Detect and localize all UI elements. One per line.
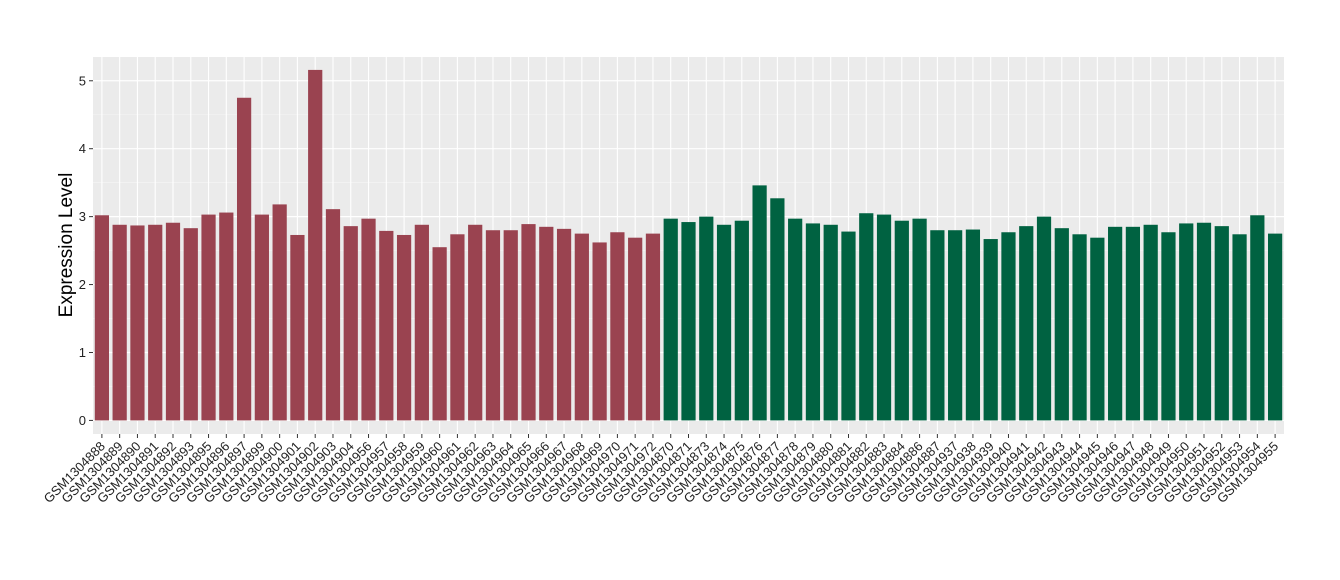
bar-GSM1304966 [539, 226, 554, 421]
bar-GSM1304970 [610, 232, 625, 421]
bar-GSM1304961 [450, 234, 465, 421]
bar-GSM1304878 [788, 218, 803, 421]
bar-GSM1304893 [183, 228, 198, 421]
y-axis-title: Expression Level [56, 173, 77, 318]
y-tick-label: 1 [79, 345, 86, 360]
bar-GSM1304953 [1232, 234, 1247, 421]
bar-GSM1304967 [556, 228, 572, 421]
bar-GSM1304939 [983, 239, 998, 421]
bar-GSM1304902 [308, 69, 323, 421]
bar-GSM1304877 [770, 198, 785, 421]
bar-GSM1304883 [876, 214, 892, 421]
bar-GSM1304949 [1161, 232, 1176, 421]
bar-GSM1304876 [752, 185, 767, 421]
bar-GSM1304948 [1143, 224, 1158, 421]
bar-GSM1304887 [930, 230, 945, 421]
bar-GSM1304958 [396, 234, 412, 421]
bar-GSM1304945 [1090, 237, 1105, 421]
bar-GSM1304946 [1108, 226, 1123, 421]
bar-GSM1304880 [823, 224, 838, 421]
bar-GSM1304937 [948, 230, 963, 421]
y-axis: 0 1 2 3 4 5 [79, 73, 93, 428]
y-tick-label: 5 [79, 73, 86, 88]
bar-GSM1304870 [663, 218, 678, 421]
bar-GSM1304888 [94, 215, 109, 421]
bar-GSM1304899 [254, 214, 269, 421]
bar-GSM1304874 [716, 224, 732, 421]
bar-GSM1304943 [1054, 228, 1069, 421]
bar-GSM1304962 [468, 224, 483, 421]
bar-GSM1304896 [219, 212, 234, 421]
bar-GSM1304895 [201, 214, 216, 421]
bar-GSM1304900 [272, 204, 287, 421]
bar-GSM1304968 [574, 233, 589, 421]
bar-GSM1304972 [645, 233, 661, 421]
bar-GSM1304890 [130, 225, 145, 421]
bars [94, 69, 1283, 421]
bar-GSM1304947 [1125, 226, 1141, 421]
bar-GSM1304942 [1036, 216, 1052, 421]
bar-GSM1304957 [379, 230, 394, 421]
bar-GSM1304954 [1250, 215, 1265, 421]
bar-GSM1304875 [734, 220, 749, 421]
bar-GSM1304903 [325, 209, 341, 421]
bar-GSM1304889 [112, 224, 127, 421]
bar-GSM1304904 [343, 226, 358, 421]
bar-GSM1304941 [1019, 226, 1034, 421]
bar-GSM1304938 [965, 229, 981, 421]
bar-GSM1304892 [165, 222, 181, 421]
bar-GSM1304971 [628, 237, 643, 421]
y-tick-label: 0 [79, 413, 86, 428]
bar-GSM1304950 [1179, 223, 1194, 421]
bar-GSM1304959 [414, 224, 429, 421]
bar-GSM1304963 [485, 230, 501, 421]
bar-GSM1304969 [592, 242, 607, 421]
bar-GSM1304964 [503, 230, 518, 421]
bar-GSM1304879 [805, 223, 821, 421]
bar-GSM1304956 [361, 218, 376, 421]
x-axis: GSM1304888GSM1304889GSM1304890GSM1304891… [41, 434, 1281, 506]
bar-GSM1304960 [432, 247, 447, 421]
bar-GSM1304897 [236, 97, 252, 421]
y-tick-label: 2 [79, 277, 86, 292]
bar-GSM1304951 [1196, 222, 1212, 421]
bar-GSM1304952 [1214, 226, 1229, 421]
bar-GSM1304891 [148, 224, 163, 421]
bar-GSM1304881 [841, 231, 856, 421]
bar-GSM1304944 [1072, 234, 1087, 421]
y-tick-label: 4 [79, 141, 86, 156]
bar-GSM1304901 [290, 234, 305, 421]
bar-GSM1304873 [699, 216, 714, 421]
bar-GSM1304871 [681, 222, 696, 421]
bar-GSM1304886 [912, 218, 927, 421]
bar-GSM1304955 [1268, 233, 1283, 421]
bar-GSM1304884 [894, 220, 909, 421]
bar-GSM1304940 [1001, 232, 1016, 421]
y-tick-label: 3 [79, 209, 86, 224]
bar-GSM1304882 [859, 213, 874, 421]
bar-GSM1304965 [521, 224, 536, 421]
